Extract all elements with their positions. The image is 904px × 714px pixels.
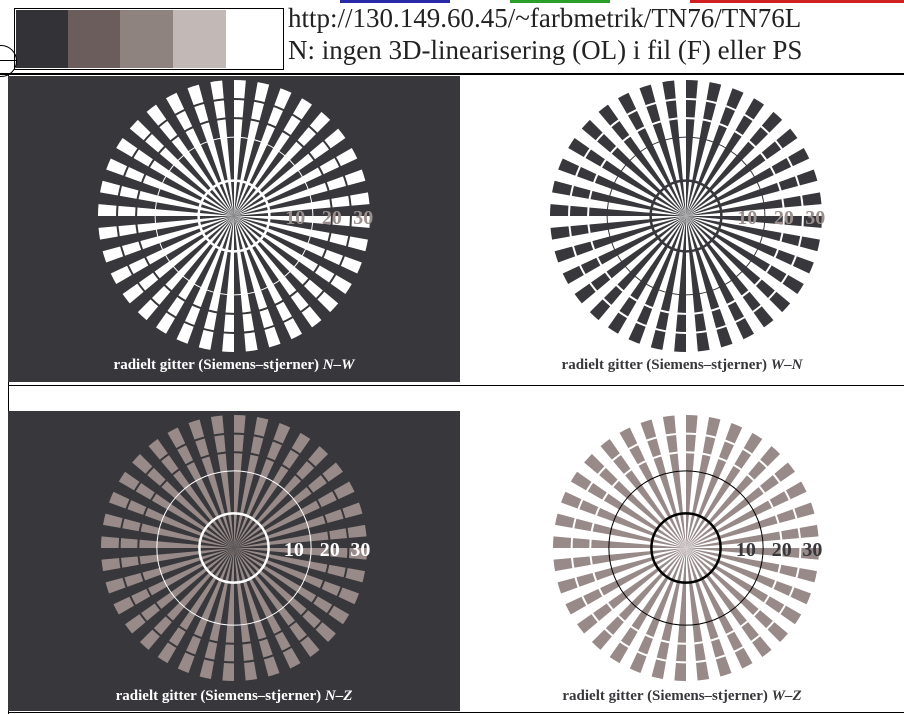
siemens-star-panel-n-w: 10 20 30 radielt gitter (Siemens–stjerner)… (8, 76, 460, 382)
star-center-ring (650, 512, 722, 584)
registration-mark-line (0, 60, 16, 61)
star-radius-label: 20 (322, 207, 342, 229)
siemens-star-graphic: 10 20 30 (8, 76, 460, 382)
siemens-star-panel-w-z: 10 20 30 radielt gitter (Siemens–stjerner)… (460, 411, 904, 711)
caption-suffix: W–Z (771, 688, 802, 704)
star-radius-label: 20 (774, 207, 794, 229)
star-radius-label: 20 (320, 539, 340, 561)
gray-swatch (120, 10, 174, 68)
caption-suffix: N–W (322, 357, 355, 373)
header: http://130.149.60.45/~farbmetrik/TN76/TN… (0, 0, 904, 77)
star-radius-label: 10 (737, 207, 757, 229)
caption-main: radielt gitter (Siemens–stjerner) (113, 357, 323, 373)
star-ring (606, 136, 766, 296)
color-strip-segment (450, 0, 510, 3)
star-radius-label: 30 (350, 539, 370, 561)
panel-caption: radielt gitter (Siemens–stjerner) W–Z (460, 688, 904, 705)
star-ring-gap (116, 98, 352, 334)
star-ring (156, 470, 312, 626)
star-center-ring (649, 179, 723, 253)
siemens-star-graphic: 10 20 30 (460, 76, 904, 382)
siemens-star-panel-w-n: 10 20 30 radielt gitter (Siemens–stjerner)… (460, 76, 904, 382)
panel-caption: radielt gitter (Siemens–stjerner) N–W (8, 357, 460, 374)
gray-swatch (68, 10, 122, 68)
siemens-star-graphic: 10 20 30 (8, 411, 460, 711)
star-radius-label: 10 (284, 539, 304, 561)
color-strip-segment (510, 0, 610, 3)
caption-main: radielt gitter (Siemens–stjerner) (561, 357, 771, 373)
star-ring-gap (135, 117, 333, 315)
header-rule (0, 73, 904, 75)
star-ring-gap (118, 432, 350, 664)
siemens-star-panel-n-z: 10 20 30 radielt gitter (Siemens–stjerner)… (8, 411, 460, 711)
panel-caption: radielt gitter (Siemens–stjerner) N–Z (8, 688, 460, 705)
gray-swatch-frame (14, 8, 284, 70)
color-strip-segment (610, 0, 690, 3)
gray-swatch (226, 10, 280, 68)
star-ring-gap (570, 432, 802, 664)
panel-caption: radielt gitter (Siemens–stjerner) W–N (460, 357, 904, 374)
color-strip (340, 0, 904, 3)
gray-swatch (173, 10, 227, 68)
caption-suffix: N–Z (324, 688, 353, 704)
star-radius-label: 30 (802, 539, 822, 561)
caption-suffix: W–N (770, 357, 803, 373)
star-radius-label: 20 (772, 539, 792, 561)
star-radius-label: 10 (285, 207, 305, 229)
caption-main: radielt gitter (Siemens–stjerner) (115, 688, 325, 704)
info-text: N: ingen 3D-linearisering (OL) i fil (F)… (288, 35, 803, 65)
star-center-ring (197, 179, 271, 253)
siemens-star-graphic: 10 20 30 (460, 411, 904, 711)
star-radius-label: 30 (353, 207, 373, 229)
color-strip-segment (340, 0, 450, 3)
star-ring-gap (568, 98, 804, 334)
star-radius-label: 30 (805, 207, 825, 229)
gray-swatch (16, 10, 70, 68)
color-strip-segment (690, 0, 904, 3)
star-radius-label: 10 (736, 539, 756, 561)
url-text: http://130.149.60.45/~farbmetrik/TN76/TN… (288, 3, 802, 33)
star-ring (608, 470, 764, 626)
star-ring-gap (587, 117, 785, 315)
left-border-line (8, 75, 9, 714)
star-ring-gap (589, 451, 783, 645)
star-center-ring (198, 512, 270, 584)
caption-main: radielt gitter (Siemens–stjerner) (562, 688, 772, 704)
bottom-rule (8, 712, 904, 713)
star-ring (154, 136, 314, 296)
star-ring-gap (137, 451, 331, 645)
row-divider (8, 385, 904, 386)
